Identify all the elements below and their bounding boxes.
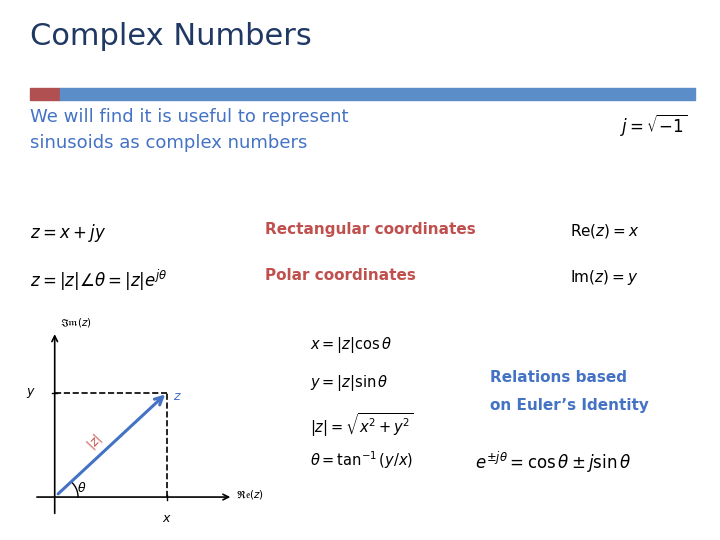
Text: Relations based: Relations based: [490, 370, 627, 385]
Text: $z = |z|\angle\theta = |z|e^{j\theta}$: $z = |z|\angle\theta = |z|e^{j\theta}$: [30, 268, 168, 293]
Text: We will find it is useful to represent
sinusoids as complex numbers: We will find it is useful to represent s…: [30, 108, 348, 152]
Bar: [30, 88, 60, 100]
Text: $\mathrm{Re}(z)= x$: $\mathrm{Re}(z)= x$: [570, 222, 640, 240]
Text: $z = x + jy$: $z = x + jy$: [30, 222, 106, 244]
Text: $j = \sqrt{-1}$: $j = \sqrt{-1}$: [620, 112, 687, 138]
Text: Complex Numbers: Complex Numbers: [30, 22, 312, 51]
Text: $\theta$: $\theta$: [78, 481, 87, 495]
Text: $|z|$: $|z|$: [84, 431, 106, 454]
Text: $y = |z|\sin\theta$: $y = |z|\sin\theta$: [310, 373, 389, 393]
Text: $|z| = \sqrt{x^2 + y^2}$: $|z| = \sqrt{x^2 + y^2}$: [310, 411, 413, 439]
Text: $e^{\pm j\theta} = \cos\theta \pm j\sin\theta$: $e^{\pm j\theta} = \cos\theta \pm j\sin\…: [475, 450, 631, 475]
Text: Polar coordinates: Polar coordinates: [265, 268, 416, 283]
Text: $\mathfrak{Im}(z)$: $\mathfrak{Im}(z)$: [60, 316, 92, 329]
Text: $z$: $z$: [173, 390, 181, 403]
Text: on Euler’s Identity: on Euler’s Identity: [490, 398, 649, 413]
Text: $x = |z|\cos\theta$: $x = |z|\cos\theta$: [310, 335, 392, 355]
Text: $y$: $y$: [26, 386, 35, 400]
Text: $x$: $x$: [162, 512, 172, 525]
Text: $\mathfrak{Re}(z)$: $\mathfrak{Re}(z)$: [236, 488, 264, 501]
Text: $\mathrm{Im}(z) = y$: $\mathrm{Im}(z) = y$: [570, 268, 639, 287]
Text: $\theta = \tan^{-1}(y/x)$: $\theta = \tan^{-1}(y/x)$: [310, 449, 413, 471]
Text: Rectangular coordinates: Rectangular coordinates: [265, 222, 476, 237]
Bar: [60, 88, 695, 100]
